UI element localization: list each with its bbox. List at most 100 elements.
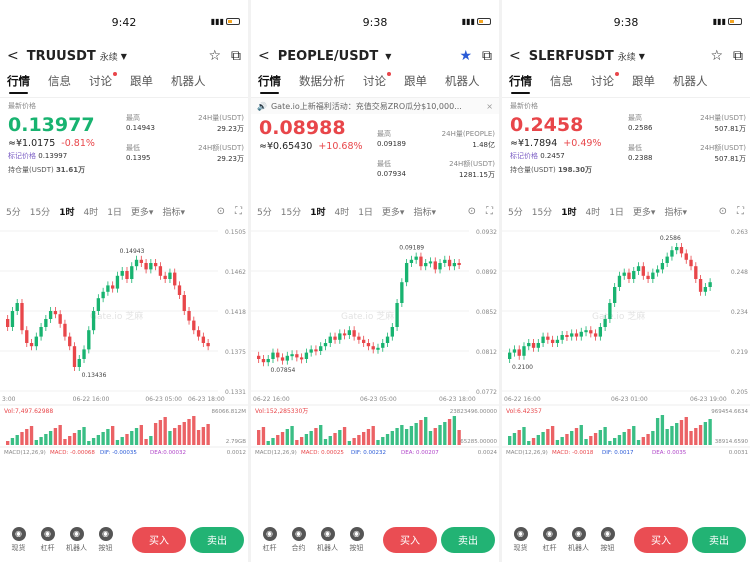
footer-robot[interactable]: ◉ 机器人 [564,526,593,553]
timeframe-5[interactable]: 更多▾ [381,207,405,218]
volume-bar [10,438,15,445]
timeframe-5[interactable]: 更多▾ [130,207,154,218]
stat-vol-label: 24H量(USDT) [700,114,746,122]
buy-button[interactable]: 买入 [132,526,186,553]
back-icon[interactable]: < [258,48,270,64]
candle [125,271,129,279]
candle [58,314,62,324]
back-icon[interactable]: < [7,48,19,64]
share-icon[interactable]: ⧉ [231,48,241,64]
close-icon[interactable]: × [486,101,493,111]
kline-chart[interactable]: 0.263 0.248 0.234 0.219 0.205 Gate.io 芝麻 0.258… [502,223,750,461]
timeframe-0[interactable]: 5分 [257,207,272,218]
tab-3[interactable]: 跟单 [130,73,153,88]
timeframe-2[interactable]: 1时 [561,207,577,218]
notice-bar[interactable]: 🔊 Gate.io上新福利活动：充值交易ZRO瓜分$10,000... × [251,98,499,114]
volume-bar [276,435,280,445]
tab-3[interactable]: 跟单 [632,73,655,88]
share-icon[interactable]: ⧉ [733,48,743,64]
tab-2[interactable]: 讨论 [363,71,391,93]
star-icon[interactable]: ☆ [710,48,723,64]
fullscreen-icon[interactable]: ⛶ [737,205,744,217]
symbol-title[interactable]: SLERFUSDT [528,48,614,64]
timeframe-2[interactable]: 1时 [59,207,75,218]
timeframe-5[interactable]: 更多▾ [632,207,656,218]
timeframe-6[interactable]: 指标▾ [664,207,687,218]
timeframe-4[interactable]: 1日 [358,207,373,218]
timeframe-3[interactable]: 4时 [585,207,601,218]
stat-amount-label: 24H额(USDT) [700,144,746,152]
timeframe-3[interactable]: 4时 [83,207,99,218]
timeframe-6[interactable]: 指标▾ [162,207,185,218]
candle [536,343,540,348]
footer-check[interactable]: ◉ 现货 [506,526,535,553]
sell-button[interactable]: 卖出 [190,526,244,553]
tab-0[interactable]: 行情 [7,73,30,94]
buy-button[interactable]: 买入 [383,526,437,553]
footer-more[interactable]: ◉ 按钮 [593,526,622,553]
kline-chart[interactable]: 0.0932 0.0892 0.0852 0.0812 0.0772 Gate.io 芝麻… [251,223,499,461]
tab-4[interactable]: 机器人 [171,73,206,88]
tab-1[interactable]: 数据分析 [299,73,345,88]
symbol-title[interactable]: PEOPLE/USDT [277,48,379,64]
timeframe-1[interactable]: 15分 [531,207,553,218]
chevron-down-icon[interactable]: ▼ [638,51,645,61]
tab-4[interactable]: 机器人 [673,73,708,88]
tab-2[interactable]: 讨论 [89,71,117,93]
timeframe-0[interactable]: 5分 [508,207,523,218]
star-icon[interactable]: ☆ [208,48,221,64]
y-tick-label: 0.205 [731,389,748,396]
chevron-down-icon[interactable]: ▼ [120,51,127,61]
footer-check[interactable]: ◉ 现货 [4,526,33,553]
battery-icon [226,18,240,25]
star-icon[interactable]: ★ [459,48,472,64]
tab-0[interactable]: 行情 [258,73,281,94]
footer-more[interactable]: ◉ 按钮 [91,526,120,553]
timeframe-1[interactable]: 15分 [280,207,302,218]
sell-button[interactable]: 卖出 [692,526,746,553]
tab-4[interactable]: 机器人 [445,73,480,88]
timeframe-6[interactable]: 指标▾ [413,207,436,218]
footer-robot[interactable]: ◉ 机器人 [313,526,342,553]
timeframe-3[interactable]: 4时 [334,207,350,218]
settings-icon[interactable]: ⊙ [718,205,727,217]
share-icon[interactable]: ⧉ [482,48,492,64]
back-icon[interactable]: < [509,48,521,64]
candle [371,346,375,350]
footer-leverage[interactable]: ◉ 杠杆 [33,526,62,553]
timeframe-bar: 5分 15分 1时 4时 1日 更多▾ 指标▾ ⊙ ⛶ [0,199,248,223]
timeframe-4[interactable]: 1日 [609,207,624,218]
timeframe-0[interactable]: 5分 [6,207,21,218]
buy-button[interactable]: 买入 [634,526,688,553]
footer-contract[interactable]: ◉ 合约 [284,526,313,553]
tab-3[interactable]: 跟单 [404,73,427,88]
timeframe-2[interactable]: 1时 [310,207,326,218]
volume-bar [698,425,703,445]
timeframe-1[interactable]: 15分 [29,207,51,218]
tab-2[interactable]: 讨论 [591,71,619,93]
tab-1[interactable]: 信息 [48,73,71,88]
footer-robot[interactable]: ◉ 机器人 [62,526,91,553]
timeframe-bar: 5分 15分 1时 4时 1日 更多▾ 指标▾ ⊙ ⛶ [251,199,499,223]
sell-button[interactable]: 卖出 [441,526,495,553]
status-icons: ▮▮▮ [211,17,240,26]
footer-more[interactable]: ◉ 按钮 [342,526,371,553]
tab-0[interactable]: 行情 [509,73,532,94]
fullscreen-icon[interactable]: ⛶ [486,205,493,217]
volume-bar [319,425,323,445]
settings-icon[interactable]: ⊙ [216,205,225,217]
symbol-title[interactable]: TRUUSDT [26,48,96,64]
footer-leverage[interactable]: ◉ 杠杆 [255,526,284,553]
kline-chart[interactable]: 0.1505 0.1462 0.1418 0.1375 0.1331 Gate.io 芝麻… [0,223,248,461]
chevron-down-icon[interactable]: ▼ [385,51,392,61]
timeframe-4[interactable]: 1日 [107,207,122,218]
candle [636,266,641,271]
settings-icon[interactable]: ⊙ [467,205,476,217]
stat-high-label: 最高 [126,114,140,122]
low-label: 0.07854 [271,367,296,374]
tab-1[interactable]: 信息 [550,73,573,88]
footer-leverage[interactable]: ◉ 杠杆 [535,526,564,553]
fullscreen-icon[interactable]: ⛶ [235,205,242,217]
chart-svg: 0.263 0.248 0.234 0.219 0.205 Gate.io 芝麻 0.258… [502,229,750,456]
footer-label: 按钮 [349,543,364,552]
